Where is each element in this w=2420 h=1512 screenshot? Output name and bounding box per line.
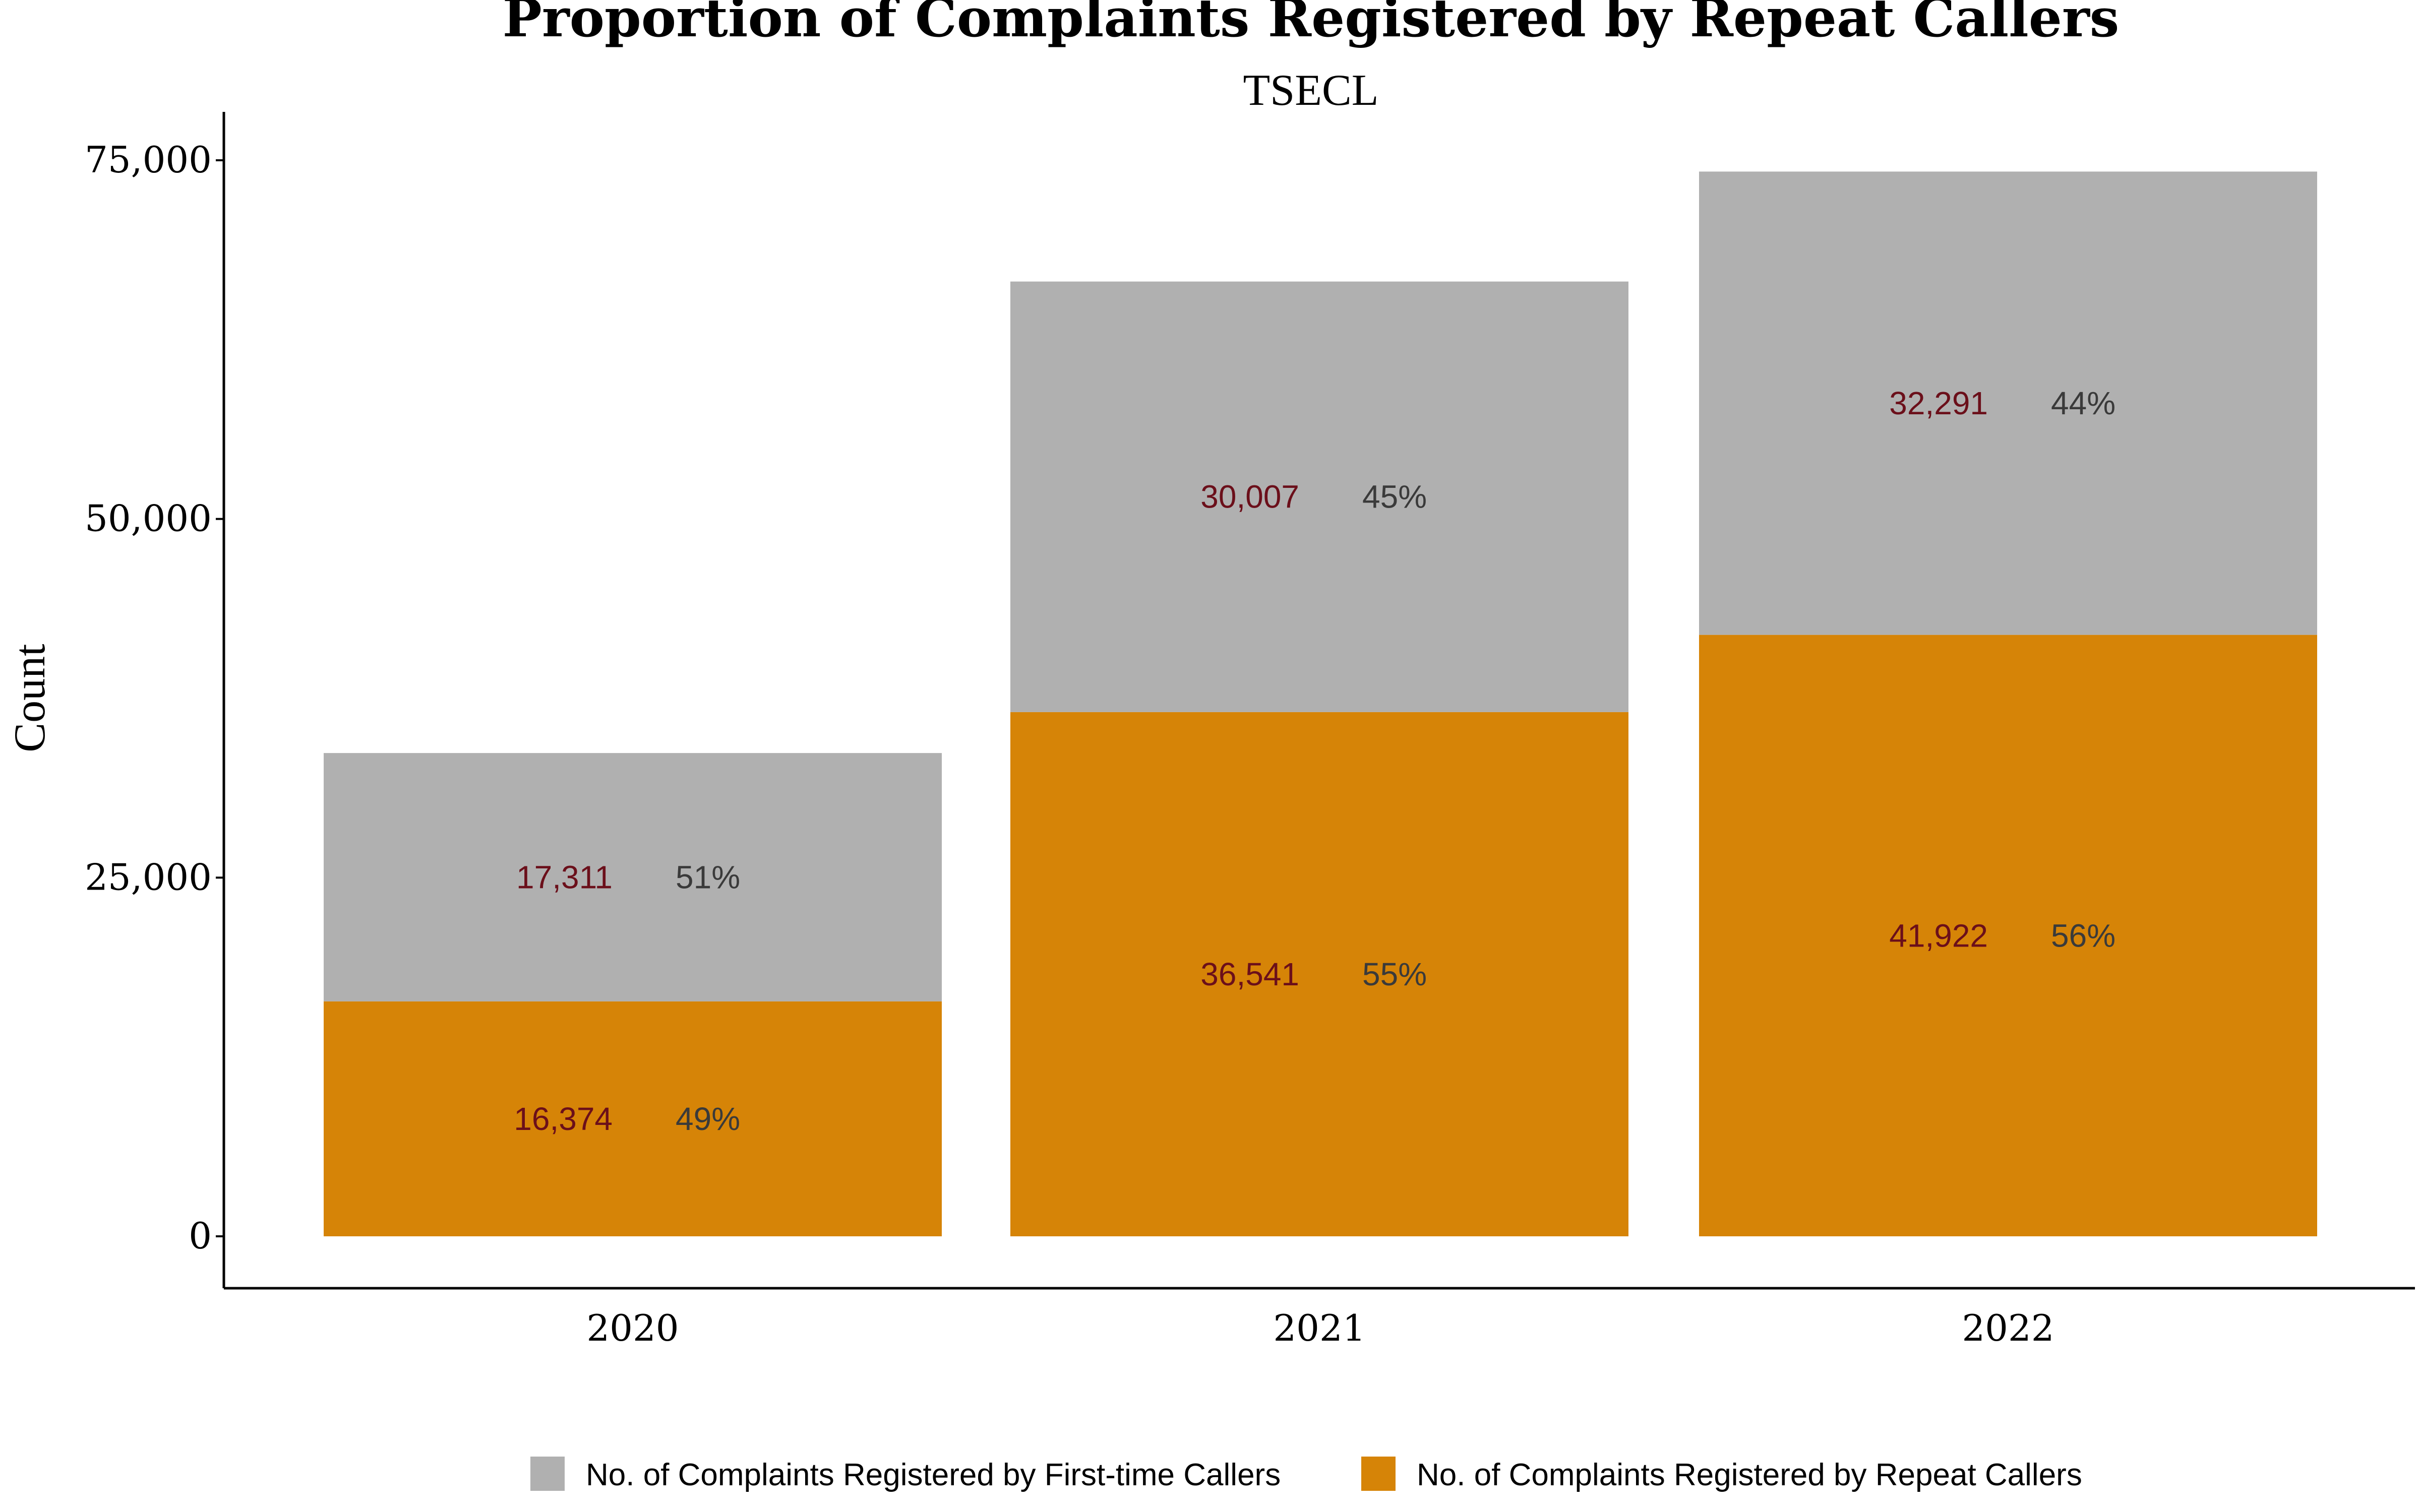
bar-value-label: 17,311 xyxy=(516,859,613,895)
bar-labels-group: 16,374 49% 17,311 51% 36,541 55% 30,007 45% 41,9… xyxy=(514,385,2115,1137)
bars-group xyxy=(324,171,2317,1236)
chart-subtitle: TSECL xyxy=(1243,66,1379,115)
bar-segment xyxy=(324,1001,942,1236)
bar-segment xyxy=(324,753,942,1001)
legend: No. of Complaints Registered by First-ti… xyxy=(530,1457,2082,1492)
x-tick-label: 2022 xyxy=(1962,1307,2054,1349)
bar-segment xyxy=(1010,281,1628,712)
legend-swatch xyxy=(530,1457,565,1491)
bar-percent-label: 56% xyxy=(2051,917,2115,954)
bar-value-label: 41,922 xyxy=(1889,917,1988,954)
y-axis-ticks: 0 25,000 50,000 75,000 xyxy=(85,139,224,1257)
bar-percent-label: 55% xyxy=(1362,956,1427,992)
y-tick-label: 0 xyxy=(189,1215,212,1257)
y-tick-label: 75,000 xyxy=(85,139,212,181)
legend-swatch xyxy=(1361,1457,1396,1491)
chart-title: Proportion of Complaints Registered by R… xyxy=(503,0,2120,49)
bar-percent-label: 49% xyxy=(676,1101,740,1137)
bar-value-label: 16,374 xyxy=(514,1101,613,1137)
y-axis-title: Count xyxy=(6,644,54,752)
legend-label: No. of Complaints Registered by First-ti… xyxy=(586,1458,1281,1492)
y-tick-label: 50,000 xyxy=(85,497,212,540)
bar-percent-label: 44% xyxy=(2051,385,2115,421)
x-axis-ticks: 2020 2021 2022 xyxy=(586,1307,2054,1349)
y-tick-label: 25,000 xyxy=(85,856,212,898)
x-tick-label: 2020 xyxy=(586,1307,679,1349)
bar-segment xyxy=(1699,635,2317,1236)
bar-segment xyxy=(1699,171,2317,635)
bar-percent-label: 51% xyxy=(676,859,740,895)
bar-value-label: 36,541 xyxy=(1200,956,1299,992)
legend-label: No. of Complaints Registered by Repeat C… xyxy=(1417,1458,2082,1492)
bar-value-label: 32,291 xyxy=(1889,385,1988,421)
x-tick-label: 2021 xyxy=(1273,1307,1365,1349)
bar-percent-label: 45% xyxy=(1362,479,1427,515)
bar-segment xyxy=(1010,712,1628,1236)
bar-value-label: 30,007 xyxy=(1200,479,1299,515)
